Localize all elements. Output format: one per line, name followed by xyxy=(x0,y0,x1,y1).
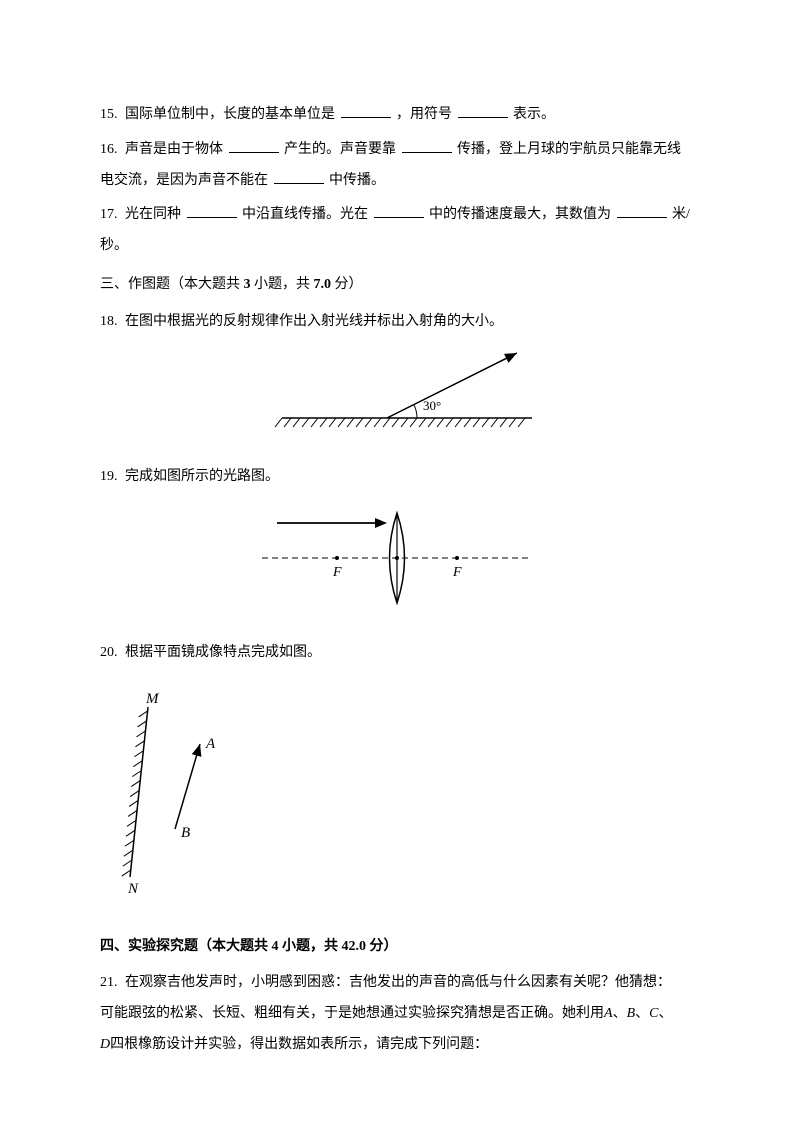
q16-text-a: 声音是由于物体 xyxy=(125,142,223,157)
q18-text: 在图中根据光的反射规律作出入射光线并标出入射角的大小。 xyxy=(125,314,503,329)
q21-B: B xyxy=(627,1006,636,1021)
q15-text-c: 表示。 xyxy=(513,107,555,122)
q15-text-b: ，用符号 xyxy=(396,107,452,122)
question-21: 21. 在观察吉他发声时，小明感到困惑：吉他发出的声音的高低与什么因素有关呢？他… xyxy=(100,968,694,1060)
question-17: 17. 光在同种 中沿直线传播。光在 中的传播速度最大，其数值为 米/秒。 xyxy=(100,200,694,262)
lens-diagram-svg: FF xyxy=(257,503,537,613)
q20-num: 20. xyxy=(100,645,118,660)
q17-text-b: 中沿直线传播。光在 xyxy=(242,207,368,222)
svg-text:N: N xyxy=(127,881,139,897)
reflection-diagram-svg: 30° xyxy=(242,348,552,438)
section-3-mid: 小题，共 xyxy=(254,277,310,292)
q18-num: 18. xyxy=(100,314,118,329)
blank xyxy=(458,104,508,118)
blank xyxy=(187,204,237,218)
q17-text-a: 光在同种 xyxy=(125,207,181,222)
svg-text:B: B xyxy=(181,825,190,841)
q21-line3-b: 四根橡筋设计并实验，得出数据如表所示，请完成下列问题： xyxy=(110,1037,488,1052)
q19-diagram: FF xyxy=(100,503,694,626)
section-4-tail: 分） xyxy=(370,939,398,954)
q18-diagram: 30° xyxy=(100,348,694,451)
mirror-diagram-svg: M N A B xyxy=(100,689,250,899)
question-16: 16. 声音是由于物体 产生的。声音要靠 传播，登上月球的宇航员只能靠无线电交流… xyxy=(100,135,694,197)
svg-text:A: A xyxy=(205,736,216,752)
svg-text:F: F xyxy=(452,565,462,580)
q21-A: A xyxy=(604,1006,613,1021)
blank xyxy=(402,139,452,153)
q21-line1: 在观察吉他发声时，小明感到困惑：吉他发出的声音的高低与什么因素有关呢？他猜想： xyxy=(125,975,671,990)
svg-text:F: F xyxy=(332,565,342,580)
svg-text:M: M xyxy=(145,691,160,707)
q16-num: 16. xyxy=(100,142,118,157)
section-3-label: 三、作图题（本大题共 xyxy=(100,277,240,292)
q21-num: 21. xyxy=(100,975,118,990)
section-4-label: 四、实验探究题（本大题共 xyxy=(100,939,268,954)
question-18: 18. 在图中根据光的反射规律作出入射光线并标出入射角的大小。 xyxy=(100,307,694,338)
q15-text-a: 国际单位制中，长度的基本单位是 xyxy=(125,107,335,122)
section-3-header: 三、作图题（本大题共 3 小题，共 7.0 分） xyxy=(100,270,694,301)
blank xyxy=(374,204,424,218)
q16-text-d: 中传播。 xyxy=(329,173,385,188)
question-20: 20. 根据平面镜成像特点完成如图。 xyxy=(100,638,694,669)
q19-text: 完成如图所示的光路图。 xyxy=(125,469,279,484)
section-4-mid: 小题，共 xyxy=(282,939,338,954)
q20-text: 根据平面镜成像特点完成如图。 xyxy=(125,645,321,660)
q21-line2-a: 可能跟弦的松紧、长短、粗细有关，于是她想通过实验探究猜想是否正确。她利用 xyxy=(100,1006,604,1021)
question-15: 15. 国际单位制中，长度的基本单位是 ，用符号 表示。 xyxy=(100,100,694,131)
q21-D: D xyxy=(100,1037,110,1052)
blank xyxy=(341,104,391,118)
section-4-header: 四、实验探究题（本大题共 4 小题，共 42.0 分） xyxy=(100,932,694,963)
q17-text-c: 中的传播速度最大，其数值为 xyxy=(429,207,611,222)
section-4-points: 42.0 xyxy=(338,939,370,954)
q17-num: 17. xyxy=(100,207,118,222)
q21-sep: 、 xyxy=(613,1006,627,1021)
q15-num: 15. xyxy=(100,107,118,122)
q19-num: 19. xyxy=(100,469,118,484)
section-4-count: 4 xyxy=(268,939,282,954)
question-19: 19. 完成如图所示的光路图。 xyxy=(100,462,694,493)
q21-sep: 、 xyxy=(635,1006,649,1021)
blank xyxy=(229,139,279,153)
section-3-count: 3 xyxy=(240,277,254,292)
svg-text:30°: 30° xyxy=(423,398,441,413)
section-3-points: 7.0 xyxy=(310,277,335,292)
q16-text-b: 产生的。声音要靠 xyxy=(284,142,396,157)
q21-sep: 、 xyxy=(658,1006,672,1021)
section-3-tail: 分） xyxy=(335,277,363,292)
blank xyxy=(617,204,667,218)
q20-diagram: M N A B xyxy=(100,689,694,912)
blank xyxy=(274,170,324,184)
